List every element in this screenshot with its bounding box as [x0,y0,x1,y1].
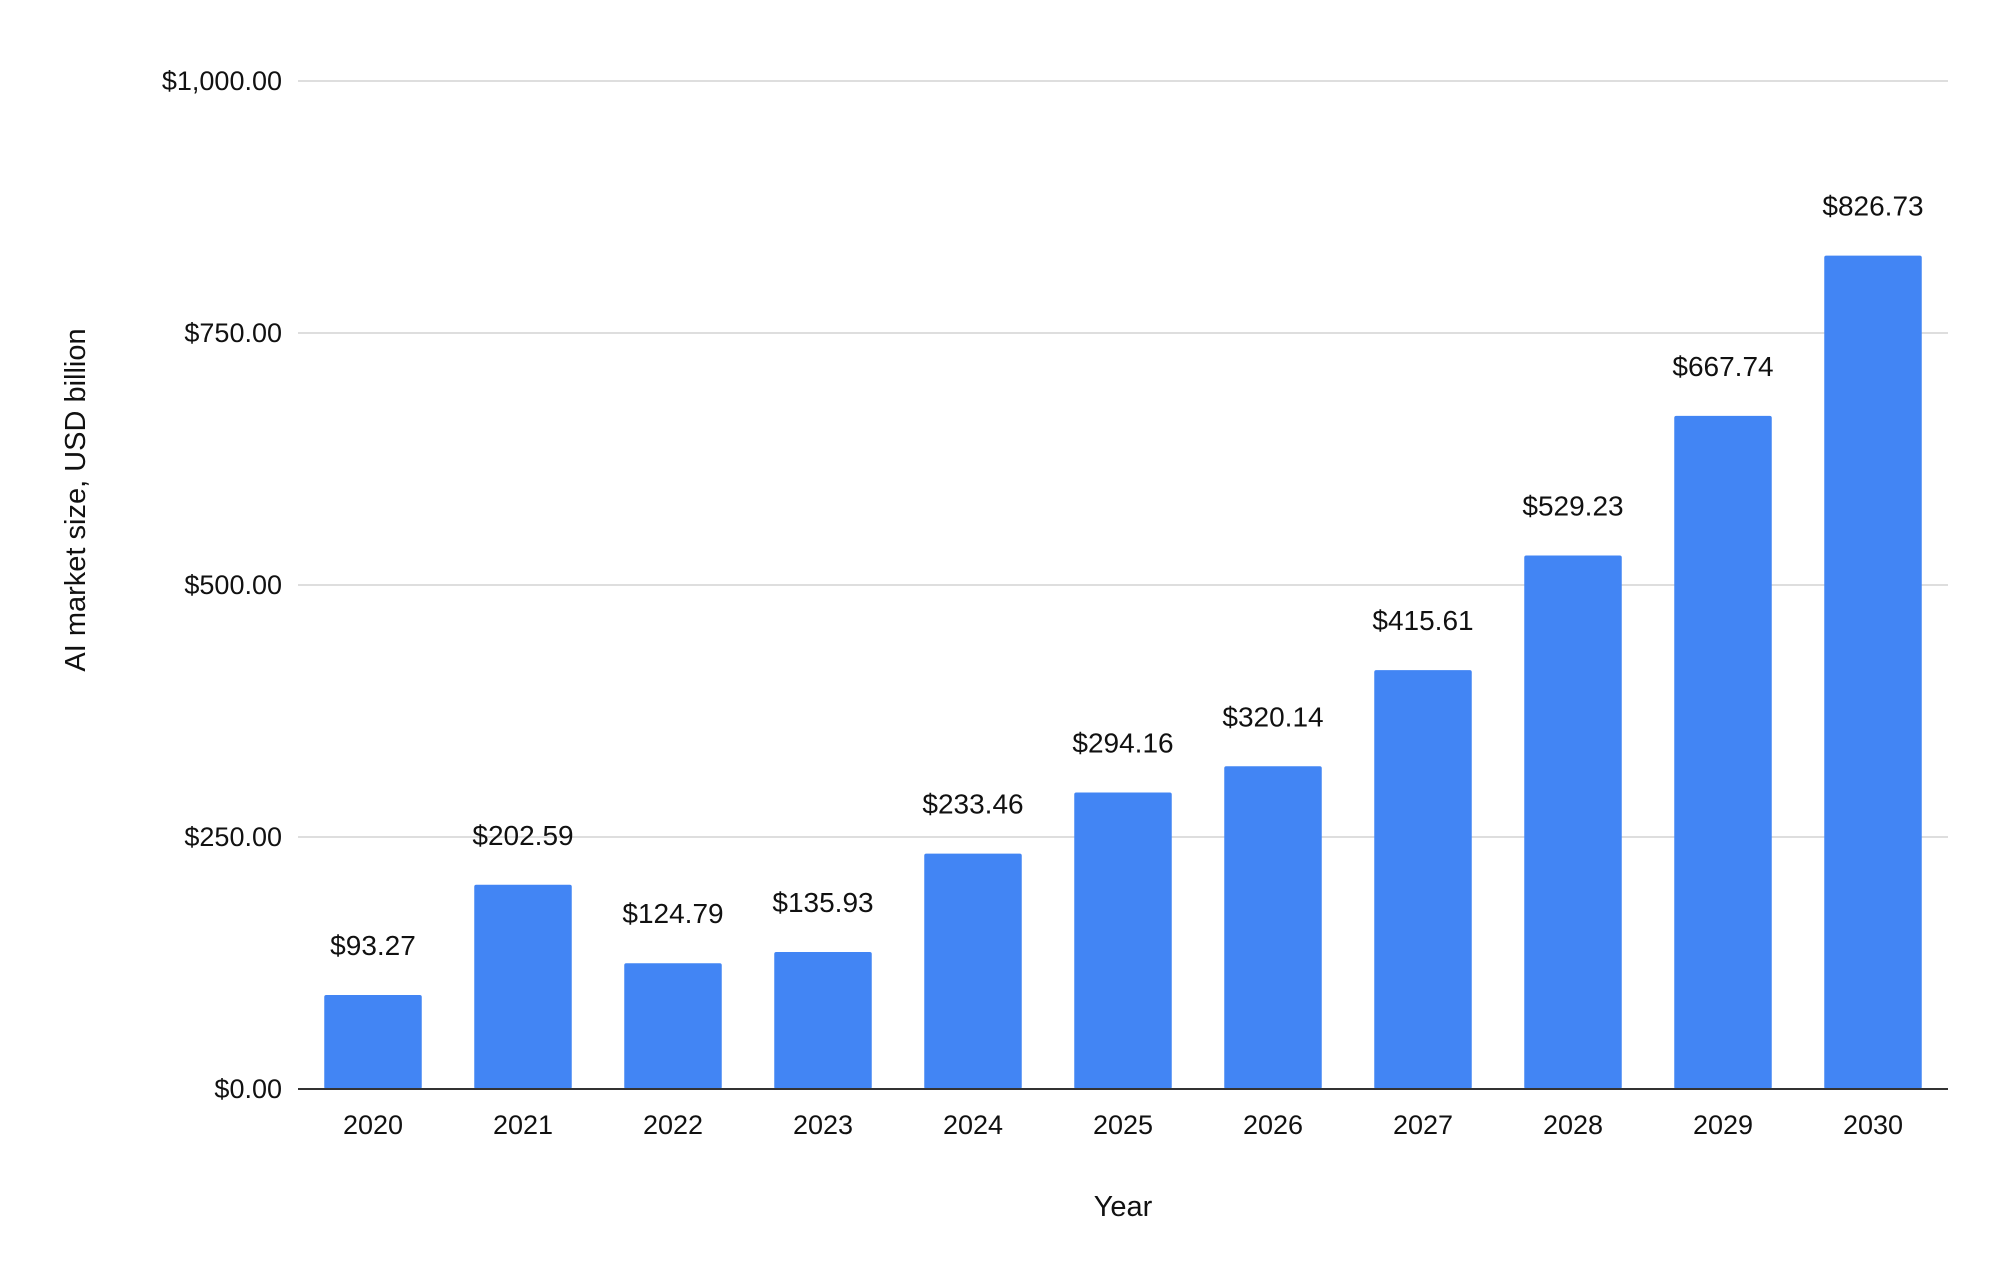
y-tick-label: $750.00 [184,318,282,348]
x-tick-label: 2020 [343,1110,403,1140]
y-tick-label: $500.00 [184,570,282,600]
x-tick-label: 2028 [1543,1110,1603,1140]
bar [1224,766,1322,1089]
bar-data-label: $294.16 [1072,727,1173,758]
bar-data-label: $93.27 [330,930,416,961]
data-labels: $93.27 $202.59 $124.79 $135.93 $233.46 $294.1… [330,191,1923,961]
bar-data-label: $667.74 [1672,351,1773,382]
bar [474,884,572,1089]
bar-data-label: $415.61 [1372,605,1473,636]
y-tick-label: $1,000.00 [162,66,282,96]
y-tick-label: $0.00 [214,1074,282,1104]
x-tick-label: 2029 [1693,1110,1753,1140]
bar [924,853,1022,1089]
bar [1074,792,1172,1089]
bar-data-label: $124.79 [622,898,723,929]
x-tick-label: 2025 [1093,1110,1153,1140]
bar [774,951,872,1089]
x-tick-label: 2023 [793,1110,853,1140]
bar-data-label: $529.23 [1522,491,1623,522]
y-tick-label: $250.00 [184,822,282,852]
y-axis-title: AI market size, USD billion [60,328,92,671]
bar [1374,670,1472,1089]
bar [1524,555,1622,1089]
bar [324,994,422,1089]
x-tick-label: 2026 [1243,1110,1303,1140]
x-tick-label: 2022 [643,1110,703,1140]
bar-data-label: $826.73 [1822,191,1923,222]
bar [1824,255,1922,1090]
bar-data-label: $135.93 [772,887,873,918]
bar-data-label: $320.14 [1222,701,1323,732]
bars [324,255,1922,1090]
x-tick-label: 2030 [1843,1110,1903,1140]
x-tick-label: 2021 [493,1110,553,1140]
y-axis-ticks: $0.00 $250.00 $500.00 $750.00 $1,000.00 [162,66,282,1104]
bar-data-label: $233.46 [922,789,1023,820]
bar-data-label: $202.59 [472,820,573,851]
x-tick-label: 2027 [1393,1110,1453,1140]
x-axis-title: Year [1094,1191,1153,1223]
x-axis-ticks: 2020 2021 2022 2023 2024 2025 2026 2027 2028 2029… [343,1110,1903,1140]
bar [1674,415,1772,1089]
bar [624,963,722,1089]
x-tick-label: 2024 [943,1110,1003,1140]
